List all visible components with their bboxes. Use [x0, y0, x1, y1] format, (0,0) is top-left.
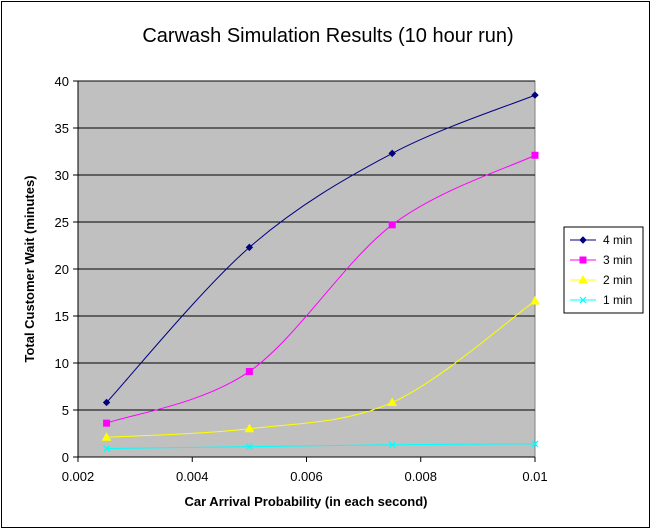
- data-point: [388, 149, 396, 158]
- data-point: [387, 397, 398, 406]
- data-point: [388, 441, 396, 449]
- series-line-1-min: [106, 443, 536, 450]
- legend-item-2-min: 2 min: [570, 273, 632, 287]
- line-chart: Carwash Simulation Results (10 hour run)…: [22, 25, 644, 509]
- series-1-min: [103, 440, 539, 452]
- data-point: [388, 221, 396, 229]
- x-tick-label: 0.002: [62, 469, 95, 484]
- y-axis-label: Total Customer Wait (minutes): [22, 175, 37, 362]
- y-tick-label: 25: [55, 215, 69, 230]
- data-point: [245, 443, 253, 451]
- x-axis-label: Car Arrival Probability (in each second): [185, 494, 428, 509]
- legend-box: [563, 226, 644, 314]
- data-point: [530, 295, 540, 305]
- y-axis: 0 5 10 15 20 25 30 35 40: [55, 74, 79, 465]
- x-tick-label: 0.01: [522, 469, 547, 484]
- x-tick-label: 0.006: [290, 469, 323, 484]
- series-2-min: [101, 295, 540, 441]
- data-point: [531, 91, 539, 99]
- legend-label: 1 min: [603, 293, 632, 307]
- legend-item-3-min: 3 min: [570, 253, 632, 267]
- legend-item-1-min: 1 min: [570, 293, 632, 307]
- legend-label: 4 min: [603, 233, 632, 247]
- data-point: [244, 423, 255, 433]
- legend-label: 3 min: [603, 253, 632, 267]
- y-tick-label: 10: [55, 356, 69, 371]
- legend-marker: [579, 236, 587, 244]
- series-4-min: [102, 91, 539, 407]
- x-tick-label: 0.008: [404, 469, 437, 484]
- data-point: [245, 367, 253, 375]
- data-point: [531, 151, 539, 159]
- chart-title: Carwash Simulation Results (10 hour run): [142, 25, 513, 47]
- series-3-min: [103, 151, 539, 427]
- x-axis: 0.002 0.004 0.006 0.008 0.01: [62, 456, 548, 484]
- data-point: [101, 432, 112, 441]
- data-point: [245, 243, 254, 252]
- y-tick-label: 5: [62, 403, 69, 418]
- y-tick-label: 30: [55, 168, 69, 183]
- series-line-3-min: [106, 154, 536, 424]
- legend-marker: [579, 296, 587, 304]
- data-point: [103, 419, 111, 427]
- data-point: [531, 440, 539, 448]
- series-line-2-min: [106, 300, 536, 438]
- y-tick-label: 40: [55, 74, 69, 89]
- y-tick-label: 20: [55, 262, 69, 277]
- legend-marker: [579, 256, 587, 264]
- legend-item-4-min: 4 min: [570, 233, 632, 247]
- legend-marker: [578, 274, 588, 284]
- legend: 4 min 3 min 2 min 1 min: [563, 226, 644, 314]
- series-line-4-min: [106, 94, 536, 403]
- x-tick-label: 0.004: [176, 469, 209, 484]
- data-point: [102, 398, 111, 407]
- series-layer: [101, 91, 540, 452]
- data-point: [103, 445, 110, 452]
- y-tick-label: 15: [55, 309, 69, 324]
- y-tick-label: 35: [55, 121, 69, 136]
- legend-label: 2 min: [603, 273, 632, 287]
- y-tick-label: 0: [62, 450, 69, 465]
